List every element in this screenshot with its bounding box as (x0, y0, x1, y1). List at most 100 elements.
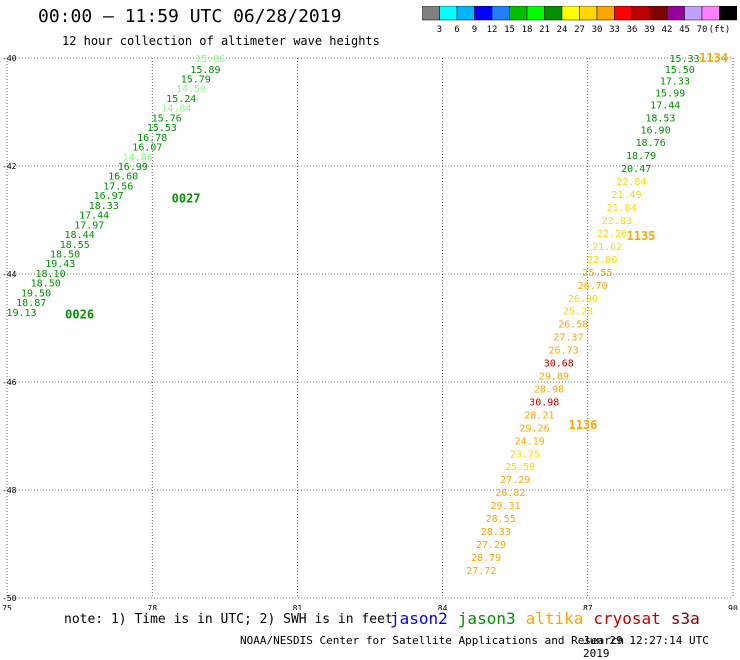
map-subtitle: 12 hour collection of altimeter wave hei… (62, 34, 380, 48)
swh-label: 19.13 (6, 308, 36, 319)
lon-tick-label: 78 (147, 604, 157, 610)
swh-label: 18.76 (636, 138, 666, 149)
swh-label: 16.97 (94, 191, 124, 202)
colorbar-label: 30 (592, 25, 603, 35)
legend-item-cryosat: cryosat (593, 609, 661, 628)
swh-label: 26.70 (578, 281, 608, 292)
legend-item-altika: altika (525, 609, 584, 628)
swh-label: 21.84 (607, 203, 637, 214)
swh-label: 26.00 (568, 294, 598, 305)
time-label: 0026 (65, 308, 94, 322)
colorbar-label: 36 (627, 25, 638, 35)
lat-tick-label: -40 (2, 54, 17, 63)
colorbar-label: 3 (437, 25, 442, 35)
wave-height-map: 75 78 81 84 87 90 -40 -42 -44 -46 -48 -50 15.0615.8… (2, 51, 738, 610)
swh-label: 22.80 (587, 255, 617, 266)
swh-label: 18.50 (31, 279, 61, 290)
swh-label: 17.33 (660, 77, 690, 88)
swh-label: 18.33 (89, 201, 119, 212)
axis-tick-labels: 75 78 81 84 87 90 -40 -42 -44 -46 -48 -50 (2, 54, 738, 610)
map-title: 00:00 – 11:59 UTC 06/28/2019 (38, 6, 342, 27)
swh-label: 22.83 (602, 216, 632, 227)
lat-tick-label: -46 (2, 378, 17, 387)
time-label: 1135 (627, 229, 656, 243)
swh-label: 29.31 (490, 501, 520, 512)
colorbar-label: 39 (644, 25, 655, 35)
swh-label: 27.29 (476, 540, 506, 551)
swh-label: 21.62 (592, 242, 622, 253)
swh-label: 18.44 (65, 230, 95, 241)
swh-label: 15.89 (190, 65, 220, 76)
swh-label: 15.79 (181, 75, 211, 86)
swh-label: 14.86 (123, 152, 153, 163)
swh-label: 15.53 (147, 123, 177, 134)
swh-label: 16.90 (641, 125, 671, 136)
grid-lines (6, 57, 734, 599)
swh-label: 28.33 (481, 527, 511, 538)
swh-label: 27.37 (553, 333, 583, 344)
swh-label: 23.75 (510, 449, 540, 460)
colorbar-label: 42 (662, 25, 673, 35)
colorbar-label: 21 (539, 25, 550, 35)
swh-label: 15.76 (152, 113, 182, 124)
swh-label: 25.50 (505, 462, 535, 473)
swh-label: 26.82 (495, 488, 525, 499)
swh-label: 16.60 (108, 172, 138, 183)
swh-label: 28.79 (471, 553, 501, 564)
swh-label: 18.87 (16, 298, 46, 309)
colorbar-label: 45 (679, 25, 690, 35)
swh-label: 24.19 (515, 436, 545, 447)
lon-tick-label: 84 (438, 604, 448, 610)
swh-label: 18.50 (50, 249, 80, 260)
credit-text: NOAA/NESDIS Center for Satellite Applica… (240, 634, 625, 647)
swh-label: 30.68 (544, 359, 574, 370)
swh-label: 18.53 (645, 113, 675, 124)
lon-tick-label: 90 (728, 604, 738, 610)
swh-label: 29.89 (539, 372, 569, 383)
colorbar-label: 18 (522, 25, 533, 35)
swh-label: 28.55 (486, 514, 516, 525)
lat-tick-label: -44 (2, 270, 17, 279)
colorbar-label: 6 (454, 25, 459, 35)
colorbar-label: (ft) (709, 25, 731, 35)
swh-label: 26.58 (558, 320, 588, 331)
time-label: 0027 (172, 191, 201, 205)
swh-label: 28.21 (524, 410, 554, 421)
swh-label: 19.43 (45, 259, 75, 270)
swh-label: 16.99 (118, 162, 148, 173)
swh-label: 17.44 (79, 211, 109, 222)
swh-label: 14.50 (176, 84, 206, 95)
colorbar-label: 27 (574, 25, 585, 35)
swh-label: 18.55 (60, 240, 90, 251)
swh-label: 22.84 (616, 177, 646, 188)
swh-label: 27.72 (466, 566, 496, 577)
swh-label: 22.26 (597, 229, 627, 240)
swh-label: 18.79 (626, 151, 656, 162)
colorbar-label: 33 (609, 25, 620, 35)
swh-label: 28.98 (534, 384, 564, 395)
colorbar-label: 24 (557, 25, 568, 35)
swh-label: 19.50 (21, 288, 51, 299)
time-label: 1134 (699, 51, 728, 65)
swh-label: 17.44 (650, 100, 680, 111)
swh-label: 26.73 (549, 346, 579, 357)
swh-label: 15.50 (665, 65, 695, 76)
time-label: 1136 (569, 418, 598, 432)
lat-tick-label: -48 (2, 486, 17, 495)
colorbar-label: 15 (504, 25, 515, 35)
swh-label: 20.47 (621, 164, 651, 175)
legend-item-s3a: s3a (670, 609, 700, 628)
generated-timestamp: Jun 29 12:27:14 UTC 2019 (583, 634, 709, 660)
colorbar-label: 9 (472, 25, 477, 35)
swh-label: 21.49 (611, 190, 641, 201)
lat-tick-label: -50 (2, 594, 17, 603)
swh-label: 16.07 (132, 143, 162, 154)
swh-label: 18.10 (36, 269, 66, 280)
wave-height-colorbar: 3 6 9 12 15 18 21 24 27 30 33 36 39 42 45 70 (ft) (422, 6, 737, 35)
swh-label: 25.55 (582, 268, 612, 279)
swh-label: 17.56 (103, 181, 133, 192)
lat-tick-label: -42 (2, 162, 17, 171)
legend-item-jason3: jason3 (457, 609, 516, 628)
colorbar-label: 70 (697, 25, 708, 35)
swh-label: 27.29 (500, 475, 530, 486)
